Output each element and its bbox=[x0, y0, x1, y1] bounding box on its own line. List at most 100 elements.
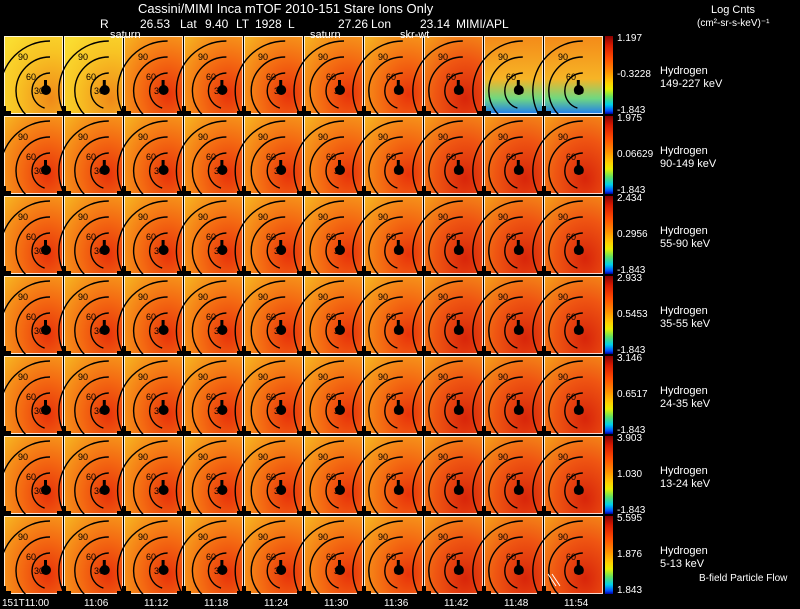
contour-arc bbox=[384, 410, 398, 429]
contour-arc bbox=[116, 440, 168, 492]
lat-value: 9.40 bbox=[205, 17, 229, 31]
contour-arc bbox=[0, 520, 51, 572]
contour-label-text: 90 bbox=[498, 452, 508, 462]
saturn-marker bbox=[158, 165, 169, 175]
contour-label-text: 60 bbox=[386, 152, 396, 162]
saturn-marker bbox=[276, 165, 287, 175]
contour-label-text: 90 bbox=[378, 52, 388, 62]
grid-cross-marker bbox=[537, 506, 551, 520]
contour-label-text: 60 bbox=[446, 472, 456, 482]
contour-arc bbox=[191, 536, 227, 572]
contour-arc bbox=[132, 376, 168, 412]
colorbar-min-value: -1.843 bbox=[617, 345, 646, 356]
grid-cross-marker bbox=[357, 506, 371, 520]
grid-cross-marker bbox=[297, 586, 311, 600]
contour-arc bbox=[384, 330, 398, 349]
contour-arc bbox=[504, 330, 518, 349]
contour-arc bbox=[352, 440, 403, 492]
plot-title: Cassini/MIMI Inca mTOF 2010-151 Stare Io… bbox=[138, 1, 434, 16]
contour-label-text: 30 bbox=[94, 326, 104, 336]
contour-arc bbox=[266, 90, 281, 109]
contour-label-text: 60 bbox=[206, 472, 216, 482]
contour-arc bbox=[564, 152, 583, 172]
contour-arc bbox=[293, 120, 345, 172]
lon-value: 23.14 bbox=[420, 17, 451, 31]
contour-label-text: 90 bbox=[558, 372, 568, 382]
contour-arc bbox=[564, 392, 583, 412]
contour-label-text: 60 bbox=[386, 392, 396, 402]
contour-arc bbox=[207, 490, 222, 509]
grid-cross-marker bbox=[477, 506, 491, 520]
contour-arc bbox=[472, 520, 523, 572]
contour-label-text: 30 bbox=[34, 406, 44, 416]
contour-arc bbox=[488, 216, 523, 252]
contour-label-text: 90 bbox=[318, 132, 328, 142]
grid-cross-marker bbox=[0, 266, 11, 280]
contour-arc bbox=[250, 570, 276, 604]
grid-cross-marker bbox=[237, 346, 251, 360]
contour-label-text: 90 bbox=[498, 292, 508, 302]
contour-arc bbox=[504, 570, 518, 589]
contour-arc bbox=[368, 536, 403, 572]
contour-label-text: 90 bbox=[438, 452, 448, 462]
contour-arc bbox=[532, 360, 583, 412]
contour-arc bbox=[250, 296, 286, 332]
contour-arc bbox=[504, 90, 518, 109]
contour-label-text: 90 bbox=[438, 52, 448, 62]
contour-label-text: 90 bbox=[438, 532, 448, 542]
contour-label-text: 90 bbox=[138, 372, 148, 382]
contour-label-text: 60 bbox=[146, 232, 156, 242]
contour-arc bbox=[548, 456, 583, 492]
contour-label-text: 30 bbox=[34, 166, 44, 176]
contour-arc bbox=[116, 200, 168, 252]
contour-arc bbox=[564, 472, 583, 492]
contour-label-text: 60 bbox=[506, 152, 516, 162]
contour-arc bbox=[132, 296, 168, 332]
contour-label-text: 60 bbox=[506, 232, 516, 242]
contour-arc bbox=[31, 152, 51, 172]
saturn-marker bbox=[453, 485, 464, 495]
contour-label-text: 60 bbox=[506, 472, 516, 482]
contour-label-text: 90 bbox=[378, 132, 388, 142]
contour-arc bbox=[384, 170, 398, 189]
contour-label-text: 90 bbox=[258, 452, 268, 462]
grid-cross-marker bbox=[57, 186, 71, 200]
overlay-saturn-1: saturn bbox=[110, 29, 141, 41]
contour-label-text: 60 bbox=[206, 232, 216, 242]
contour-label-text: 60 bbox=[86, 72, 96, 82]
contour-label-text: 60 bbox=[326, 472, 336, 482]
contour-arc bbox=[116, 40, 168, 92]
contour-arc bbox=[504, 392, 523, 412]
contour-arc bbox=[352, 120, 403, 172]
contour-label-text: 90 bbox=[78, 292, 88, 302]
contour-arc bbox=[504, 232, 523, 252]
contour-label-text: 60 bbox=[146, 72, 156, 82]
contour-arc bbox=[90, 392, 109, 412]
contour-arc bbox=[0, 200, 51, 252]
contour-arc bbox=[31, 552, 51, 572]
contour-arc bbox=[250, 456, 286, 492]
contour-arc bbox=[74, 296, 109, 332]
grid-cross-marker bbox=[177, 346, 191, 360]
grid-cross-marker bbox=[57, 106, 71, 120]
contour-label-text: 30 bbox=[34, 246, 44, 256]
contour-label-text: 90 bbox=[258, 292, 268, 302]
colorbar-mid-value: 0.6517 bbox=[617, 389, 648, 400]
contour-label-text: 60 bbox=[266, 72, 276, 82]
contour-label-text: 90 bbox=[558, 532, 568, 542]
saturn-marker bbox=[335, 85, 345, 95]
contour-arc bbox=[175, 120, 227, 172]
saturn-marker bbox=[573, 405, 584, 415]
contour-arc bbox=[428, 456, 463, 492]
contour-arc bbox=[207, 570, 222, 589]
contour-arc bbox=[90, 152, 109, 172]
contour-arc bbox=[175, 440, 227, 492]
contour-label-text: 90 bbox=[558, 212, 568, 222]
saturn-marker bbox=[453, 405, 464, 415]
saturn-marker bbox=[99, 245, 110, 255]
grid-cross-marker bbox=[0, 426, 11, 440]
contour-arc bbox=[325, 330, 339, 349]
